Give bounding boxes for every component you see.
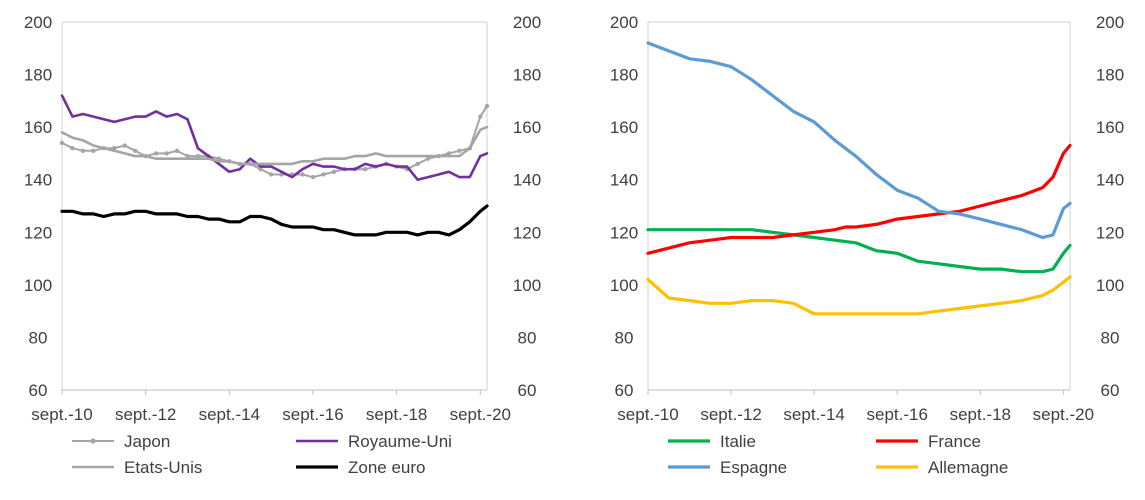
data-point [174,148,180,153]
y2-tick-label: 200 [1096,13,1124,32]
series-line-allemagne [646,275,1072,316]
y-tick-label: 160 [610,118,638,137]
series-line-zone-euro [60,204,489,237]
y2-tick-label: 180 [513,66,541,85]
y2-tick-label: 120 [513,223,541,242]
y2-tick-label: 100 [1096,276,1124,295]
data-point [59,140,65,146]
data-point [425,156,431,161]
data-point [195,153,201,159]
legend-label: Allemagne [928,458,1008,477]
legend-label: Etats-Unis [124,458,202,477]
y-tick-label: 140 [24,171,52,190]
data-point [133,148,138,153]
y-tick-label: 80 [615,328,634,347]
series-line-etats-unis [60,125,489,166]
data-point [70,145,75,151]
data-point [300,172,305,177]
y2-tick-label: 180 [1096,66,1124,85]
y2-tick-label: 160 [513,118,541,137]
data-point [122,143,127,148]
y2-tick-label: 140 [513,171,541,190]
y2-tick-label: 80 [518,328,537,347]
data-point [185,153,190,159]
legend-label: Royaume-Uni [348,432,452,451]
x-tick-label: sept.-18 [950,405,1011,424]
y-tick-label: 60 [29,381,48,400]
x-tick-label: sept.-18 [366,405,427,424]
legend-label: Zone euro [348,458,426,477]
x-tick-label: sept.-12 [115,405,176,424]
y2-tick-label: 120 [1096,223,1124,242]
data-point [164,151,169,156]
y-tick-label: 100 [610,276,638,295]
y-tick-label: 80 [29,328,48,347]
legend-label: Japon [124,432,170,451]
data-point [457,148,462,153]
data-point [415,161,420,167]
y-tick-label: 200 [24,13,52,32]
legend-label: Espagne [720,458,787,477]
y2-tick-label: 100 [513,276,541,295]
y2-tick-label: 160 [1096,118,1124,137]
data-point [268,172,274,177]
y-tick-label: 120 [610,223,638,242]
series-line-espagne [646,41,1072,240]
y-tick-label: 100 [24,276,52,295]
data-point [310,174,316,180]
left-chart: 60 80 100 120 140 160 180 200 60 80 100 120 140 160 18… [24,13,541,477]
x-tick-label: sept.-14 [783,405,844,424]
y2-tick-label: 60 [1101,381,1120,400]
y-tick-label: 140 [610,171,638,190]
legend-marker [90,438,96,444]
x-tick-label: sept.-12 [700,405,761,424]
y-tick-label: 60 [615,381,634,400]
series-line-royaume-uni [60,94,489,181]
data-point [446,151,452,156]
y2-tick-label: 80 [1101,328,1120,347]
legend-label: Italie [720,432,756,451]
y2-tick-label: 140 [1096,171,1124,190]
series-line-japon [61,105,488,179]
y2-tick-label: 60 [518,381,537,400]
data-point [363,167,368,172]
x-tick-label: sept.-10 [617,405,678,424]
y-tick-label: 120 [24,223,52,242]
data-point [484,103,490,109]
right-chart: 60 80 100 120 140 160 180 200 60 80 100 120 140 160 18… [610,13,1124,477]
x-tick-label: sept.-16 [866,405,927,424]
data-point [331,169,337,175]
data-point [91,148,96,153]
series-line-italie [646,228,1072,274]
y-tick-label: 200 [610,13,638,32]
y-tick-label: 180 [610,66,638,85]
x-tick-label: sept.-16 [282,405,343,424]
x-tick-label: sept.-20 [450,405,511,424]
y-tick-label: 160 [24,118,52,137]
data-point [321,172,326,177]
data-point [478,114,483,119]
y-tick-label: 180 [24,66,52,85]
x-tick-label: sept.-10 [31,405,92,424]
data-point [80,148,86,153]
legend-label: France [928,432,981,451]
series-line-france [646,143,1072,255]
x-tick-label: sept.-14 [199,405,260,424]
y2-tick-label: 200 [513,13,541,32]
data-point [258,167,263,172]
data-point [153,151,159,156]
x-tick-label: sept.-20 [1033,405,1094,424]
